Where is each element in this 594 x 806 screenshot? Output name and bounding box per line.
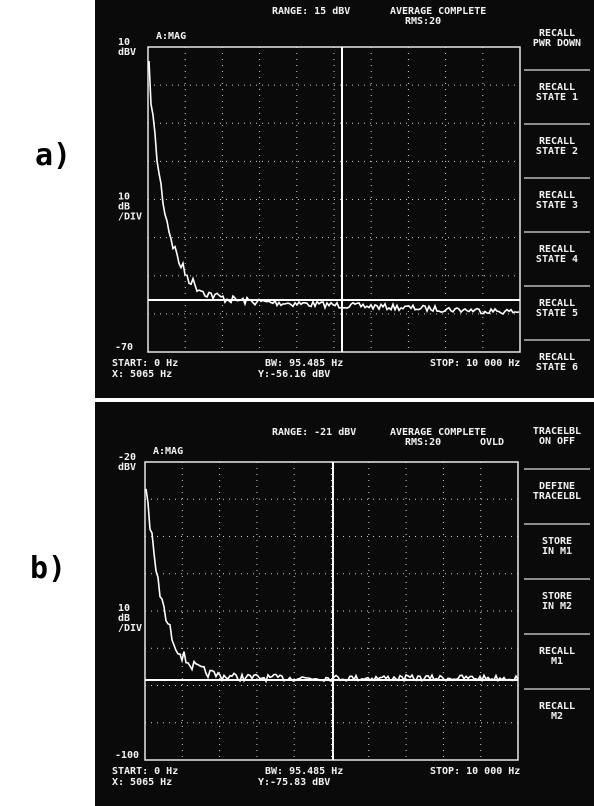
status: AVERAGE COMPLETE <box>390 6 486 17</box>
top-ref: dBV <box>118 462 136 473</box>
stop: STOP: 10 000 Hz <box>430 358 520 369</box>
ovld: OVLD <box>480 437 504 448</box>
softkey: RECALL <box>539 190 575 201</box>
softkey: RECALL <box>539 701 575 712</box>
softkey: STATE 6 <box>536 362 578 373</box>
trace <box>145 488 519 684</box>
panel-label: a) <box>35 138 71 173</box>
range: RANGE: 15 dBV <box>272 6 350 17</box>
softkey: M2 <box>551 711 563 722</box>
softkey: DEFINE <box>539 481 575 492</box>
softkey: STATE 3 <box>536 200 578 211</box>
scale: 10 <box>118 603 130 614</box>
softkey: STATE 4 <box>536 254 578 265</box>
scale: dB <box>118 202 130 213</box>
softkey: RECALL <box>539 28 575 39</box>
start: START: 0 Hz <box>112 358 178 369</box>
bottom-ref: -100 <box>115 750 139 761</box>
scale: /DIV <box>118 623 142 634</box>
start: START: 0 Hz <box>112 766 178 777</box>
softkey: RECALL <box>539 244 575 255</box>
softkey: STORE <box>542 591 572 602</box>
screen-b <box>95 402 594 806</box>
softkey: TRACELBL <box>533 491 581 502</box>
bottom-ref: -70 <box>115 342 133 353</box>
softkey: TRACELBL <box>533 426 581 437</box>
softkey: RECALL <box>539 136 575 147</box>
y-readout: Y:-75.83 dBV <box>258 777 330 788</box>
scale: 10 <box>118 192 130 203</box>
bw: BW: 95.485 Hz <box>265 358 343 369</box>
softkey: M1 <box>551 656 563 667</box>
marker: A:MAG <box>153 446 183 457</box>
rms: RMS:20 <box>405 16 441 27</box>
softkey: STORE <box>542 536 572 547</box>
trace <box>148 60 520 316</box>
stop: STOP: 10 000 Hz <box>430 766 520 777</box>
plot-frame <box>147 46 521 353</box>
softkey: RECALL <box>539 298 575 309</box>
top-ref: 10 <box>118 37 130 48</box>
x-readout: X: 5065 Hz <box>112 369 172 380</box>
marker: A:MAG <box>156 31 186 42</box>
scale: /DIV <box>118 212 142 223</box>
softkey: STATE 2 <box>536 146 578 157</box>
panel-label: b) <box>30 551 66 586</box>
softkey: IN M1 <box>542 546 572 557</box>
softkey: STATE 5 <box>536 308 578 319</box>
scale: dB <box>118 613 130 624</box>
top-ref: dBV <box>118 47 136 58</box>
range: RANGE: -21 dBV <box>272 427 356 438</box>
rms: RMS:20 <box>405 437 441 448</box>
softkey: RECALL <box>539 352 575 363</box>
softkey: PWR DOWN <box>533 38 581 49</box>
screen-a <box>95 0 594 398</box>
softkey: ON OFF <box>539 436 575 447</box>
softkey: RECALL <box>539 646 575 657</box>
x-readout: X: 5065 Hz <box>112 777 172 788</box>
softkey: STATE 1 <box>536 92 578 103</box>
softkey: RECALL <box>539 82 575 93</box>
y-readout: Y:-56.16 dBV <box>258 369 330 380</box>
softkey: IN M2 <box>542 601 572 612</box>
top-ref: -20 <box>118 452 136 463</box>
bw: BW: 95.485 Hz <box>265 766 343 777</box>
status: AVERAGE COMPLETE <box>390 427 486 438</box>
plot-frame <box>144 461 519 761</box>
